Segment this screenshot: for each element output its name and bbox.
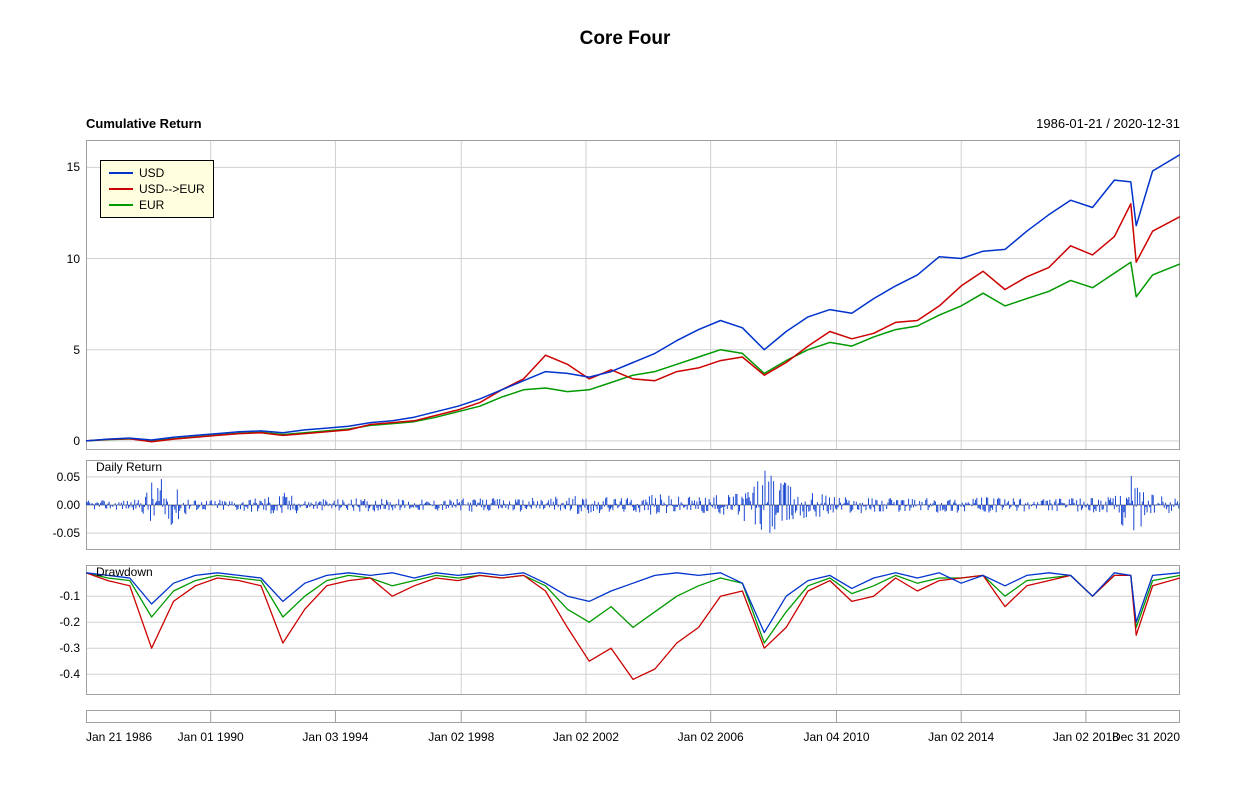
xtick-label: Jan 02 1998 [428,730,494,744]
ytick-label: -0.2 [30,615,80,629]
legend-item-eur: EUR [109,197,205,213]
xtick-label: Jan 02 2014 [928,730,994,744]
legend-item-usd-eur: USD-->EUR [109,181,205,197]
ytick-label: 0.05 [30,470,80,484]
ytick-label: -0.1 [30,589,80,603]
daily-label: Daily Return [96,460,162,474]
ytick-label: -0.3 [30,641,80,655]
cumulative-return-panel [86,140,1180,450]
xtick-label: Jan 02 2002 [553,730,619,744]
x-axis [86,710,1180,724]
ytick-label: 0.00 [30,498,80,512]
ytick-label: -0.4 [30,667,80,681]
xtick-label: Jan 04 2010 [803,730,869,744]
ytick-label: 10 [30,252,80,266]
legend-item-usd: USD [109,165,205,181]
legend-label-eur: EUR [139,198,164,212]
xtick-label: Dec 31 2020 [1112,730,1180,744]
xtick-label: Jan 03 1994 [302,730,368,744]
legend-swatch-usd-eur [109,188,133,190]
legend-swatch-eur [109,204,133,206]
ytick-label: 5 [30,343,80,357]
chart-page: Core Four Cumulative Return 1986-01-21 /… [0,0,1250,796]
xtick-label: Jan 02 2018 [1053,730,1119,744]
ytick-label: -0.05 [30,526,80,540]
ytick-label: 15 [30,160,80,174]
legend-label-usd-eur: USD-->EUR [139,182,205,196]
legend-box: USD USD-->EUR EUR [100,160,214,218]
xtick-label: Jan 01 1990 [178,730,244,744]
xtick-label: Jan 02 2006 [678,730,744,744]
date-range-label: 1986-01-21 / 2020-12-31 [1036,116,1180,131]
legend-label-usd: USD [139,166,164,180]
legend-swatch-usd [109,172,133,174]
drawdown-panel [86,565,1180,695]
ytick-label: 0 [30,434,80,448]
xtick-label: Jan 21 1986 [86,730,152,744]
cumulative-label: Cumulative Return [86,116,202,131]
chart-title: Core Four [0,28,1250,50]
drawdown-label: Drawdown [96,565,153,579]
daily-return-panel [86,460,1180,550]
